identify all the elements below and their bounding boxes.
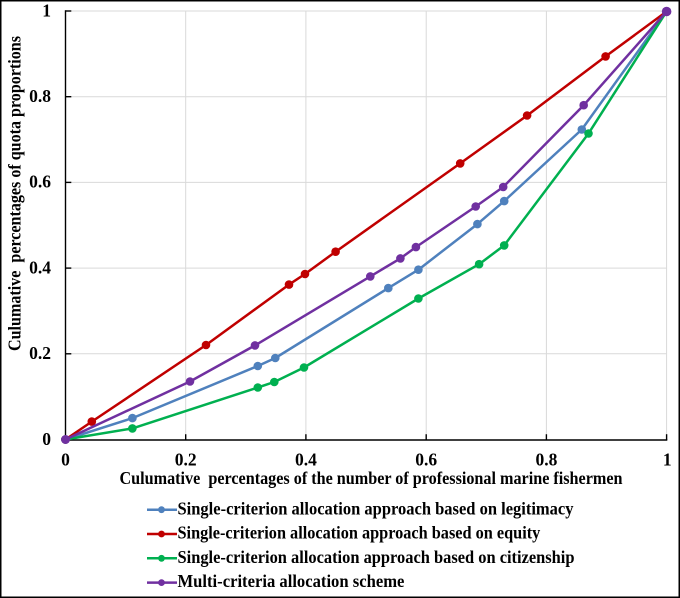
svg-text:Multi-criteria allocation sche: Multi-criteria allocation scheme: [178, 571, 405, 591]
svg-text:1: 1: [42, 0, 51, 20]
svg-text:0.8: 0.8: [535, 450, 557, 470]
svg-text:0: 0: [61, 450, 70, 470]
svg-text:1: 1: [663, 450, 672, 470]
svg-text:0.4: 0.4: [29, 257, 51, 277]
svg-text:0.2: 0.2: [175, 450, 197, 470]
svg-text:Single-criterion allocation ap: Single-criterion allocation approach bas…: [178, 498, 574, 518]
svg-text:Single-criterion allocation ap: Single-criterion allocation approach bas…: [178, 523, 541, 543]
svg-text:0: 0: [42, 429, 51, 449]
svg-text:0.2: 0.2: [29, 343, 51, 363]
svg-text:0.8: 0.8: [29, 86, 51, 106]
svg-text:0.4: 0.4: [295, 450, 317, 470]
svg-text:Single-criterion allocation ap: Single-criterion allocation approach bas…: [178, 547, 575, 567]
svg-text:Culumative percentages of the: Culumative percentages of the number of …: [120, 468, 623, 488]
svg-text:Culumative percentages of quo: Culumative percentages of quota proporti…: [5, 36, 25, 351]
svg-text:0.6: 0.6: [415, 450, 437, 470]
svg-text:0.6: 0.6: [29, 172, 51, 192]
